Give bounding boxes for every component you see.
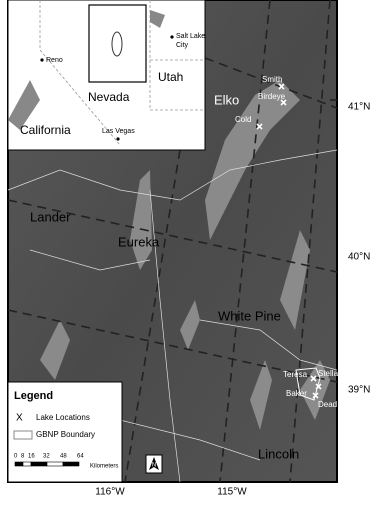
county-label: White Pine: [218, 308, 281, 323]
county-label: Lincoln: [258, 446, 299, 461]
legend-title: Legend: [14, 390, 53, 402]
state-label: Nevada: [88, 90, 130, 104]
city-label: City: [176, 42, 189, 49]
scale-tick: 48: [60, 454, 67, 460]
latitude-label: 41°N: [348, 102, 370, 113]
legend: Legend X Lake Locations GBNP Boundary 0 …: [7, 381, 163, 483]
north-arrow: [149, 457, 159, 470]
longitude-label: 115°W: [217, 487, 247, 498]
lake-label: Teresa: [283, 370, 308, 379]
longitude-label: 116°W: [95, 487, 125, 498]
north-label: N: [152, 463, 156, 469]
scale-tick: 8: [21, 454, 25, 460]
state-label: Utah: [158, 70, 183, 84]
latitude-label: 40°N: [348, 252, 370, 263]
relief-ridges: [40, 80, 330, 430]
lake-label: Stella: [318, 369, 339, 378]
scale-unit: Kilometers: [90, 464, 118, 470]
lake-label: Smith: [262, 75, 282, 84]
lake-label: Dead: [318, 400, 337, 409]
city-label: Salt Lake: [176, 33, 205, 40]
scale-tick: 0: [14, 454, 18, 460]
scale-tick: 32: [43, 454, 50, 460]
scale-tick: 16: [28, 454, 35, 460]
legend-item: Lake Locations: [36, 413, 90, 422]
scale-tick: 64: [77, 454, 84, 460]
county-label: Eureka: [118, 234, 160, 249]
legend-swatch: [13, 430, 33, 440]
city-label: Las Vegas: [102, 128, 135, 135]
lake-label: Baker: [286, 389, 307, 398]
city-label: Reno: [46, 57, 63, 64]
latitude-label: 39°N: [348, 385, 370, 396]
county-label: Elko: [214, 92, 239, 107]
lake-markers: [256, 83, 322, 399]
county-label: Lander: [30, 209, 71, 224]
legend-marker: X: [16, 413, 23, 424]
inset-map: Nevada Utah California Reno Salt Lake Ci…: [7, 0, 206, 151]
state-label: California: [20, 123, 71, 137]
scale-bar: [14, 461, 80, 467]
lake-label: Cold: [235, 115, 251, 124]
county-boundaries: [7, 0, 338, 483]
legend-item: GBNP Boundary: [36, 430, 95, 439]
lake-label: Birdeye: [258, 92, 286, 101]
